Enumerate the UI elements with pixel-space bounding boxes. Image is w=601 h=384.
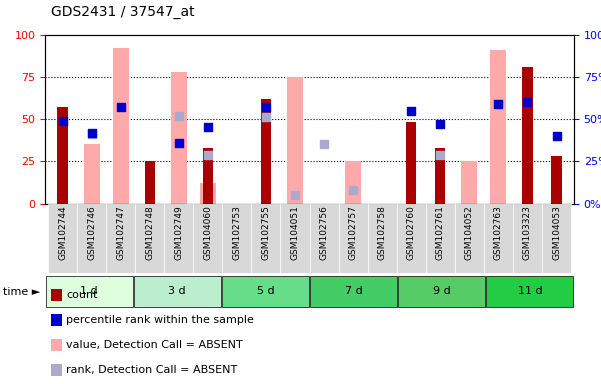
Text: GSM102747: GSM102747 <box>116 205 125 260</box>
Point <box>174 113 183 119</box>
FancyBboxPatch shape <box>48 204 77 273</box>
FancyBboxPatch shape <box>486 276 573 307</box>
FancyBboxPatch shape <box>368 204 397 273</box>
FancyBboxPatch shape <box>338 204 368 273</box>
FancyBboxPatch shape <box>222 276 309 307</box>
Bar <box>58 107 67 204</box>
Bar <box>200 183 216 204</box>
FancyBboxPatch shape <box>310 204 338 273</box>
Text: GSM104060: GSM104060 <box>203 205 212 260</box>
Text: GSM102763: GSM102763 <box>494 205 503 260</box>
Point <box>58 118 67 124</box>
Bar <box>435 148 445 204</box>
Point <box>87 129 96 136</box>
FancyBboxPatch shape <box>164 204 194 273</box>
FancyBboxPatch shape <box>513 204 542 273</box>
Text: GSM102748: GSM102748 <box>145 205 154 260</box>
Point <box>523 99 532 105</box>
Point <box>552 133 561 139</box>
Bar <box>522 67 532 204</box>
Point <box>203 151 213 157</box>
Point <box>290 192 300 198</box>
Bar <box>490 50 507 204</box>
Text: GSM102755: GSM102755 <box>261 205 270 260</box>
Text: GDS2431 / 37547_at: GDS2431 / 37547_at <box>51 5 195 19</box>
FancyBboxPatch shape <box>542 204 571 273</box>
Bar <box>171 72 187 204</box>
Bar <box>406 122 416 204</box>
Bar <box>552 156 561 204</box>
Point <box>436 121 445 127</box>
Bar <box>145 161 155 204</box>
Bar <box>84 144 100 204</box>
FancyBboxPatch shape <box>194 204 222 273</box>
Bar <box>345 161 361 204</box>
Text: value, Detection Call = ABSENT: value, Detection Call = ABSENT <box>66 340 243 350</box>
FancyBboxPatch shape <box>134 276 221 307</box>
Text: 11 d: 11 d <box>517 286 542 296</box>
Text: GSM104051: GSM104051 <box>290 205 299 260</box>
Text: rank, Detection Call = ABSENT: rank, Detection Call = ABSENT <box>66 365 237 375</box>
Point <box>87 131 96 137</box>
Point <box>349 187 358 193</box>
Text: GSM102753: GSM102753 <box>233 205 242 260</box>
Point <box>203 124 213 131</box>
FancyBboxPatch shape <box>135 204 164 273</box>
Text: GSM102744: GSM102744 <box>58 205 67 260</box>
Text: GSM102746: GSM102746 <box>87 205 96 260</box>
Text: GSM103323: GSM103323 <box>523 205 532 260</box>
FancyBboxPatch shape <box>455 204 484 273</box>
FancyBboxPatch shape <box>46 276 133 307</box>
Text: 3 d: 3 d <box>168 286 186 296</box>
Point <box>261 104 270 110</box>
Text: GSM102758: GSM102758 <box>377 205 386 260</box>
FancyBboxPatch shape <box>106 204 135 273</box>
Text: GSM102761: GSM102761 <box>436 205 445 260</box>
Point <box>261 114 270 121</box>
Point <box>406 108 416 114</box>
Bar <box>203 148 213 204</box>
Text: GSM104052: GSM104052 <box>465 205 474 260</box>
Text: GSM104053: GSM104053 <box>552 205 561 260</box>
Text: count: count <box>66 290 97 300</box>
Text: GSM102749: GSM102749 <box>174 205 183 260</box>
Text: GSM102756: GSM102756 <box>320 205 329 260</box>
FancyBboxPatch shape <box>281 204 310 273</box>
Bar <box>261 99 271 204</box>
FancyBboxPatch shape <box>398 276 485 307</box>
Bar <box>287 77 303 204</box>
FancyBboxPatch shape <box>426 204 455 273</box>
Text: 5 d: 5 d <box>257 286 274 296</box>
FancyBboxPatch shape <box>251 204 281 273</box>
Point <box>174 140 183 146</box>
FancyBboxPatch shape <box>484 204 513 273</box>
FancyBboxPatch shape <box>397 204 426 273</box>
FancyBboxPatch shape <box>77 204 106 273</box>
Text: GSM102757: GSM102757 <box>349 205 358 260</box>
FancyBboxPatch shape <box>222 204 251 273</box>
Point <box>436 151 445 157</box>
FancyBboxPatch shape <box>310 276 397 307</box>
Text: 7 d: 7 d <box>345 286 362 296</box>
Text: percentile rank within the sample: percentile rank within the sample <box>66 315 254 325</box>
Text: 9 d: 9 d <box>433 286 451 296</box>
Text: 1 d: 1 d <box>81 286 98 296</box>
Bar <box>462 161 477 204</box>
Point <box>116 104 126 110</box>
Bar <box>112 48 129 204</box>
Point <box>319 141 329 147</box>
Text: time ►: time ► <box>3 287 40 297</box>
Text: GSM102760: GSM102760 <box>407 205 416 260</box>
Point <box>493 101 503 107</box>
